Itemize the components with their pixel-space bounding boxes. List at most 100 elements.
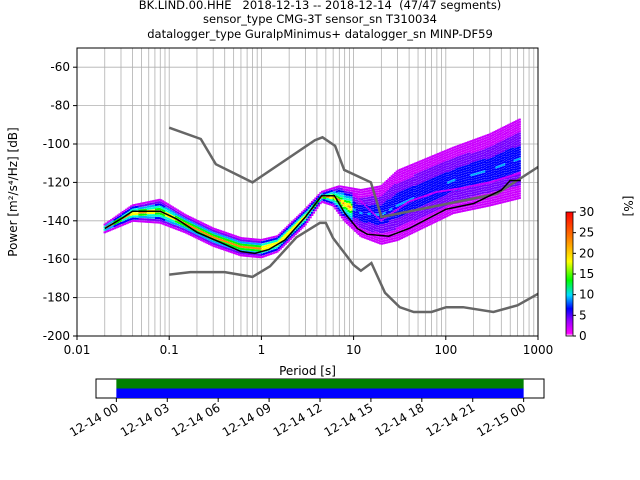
distribution-cell xyxy=(233,243,236,246)
distribution-cell xyxy=(387,220,390,223)
distribution-cell xyxy=(462,150,465,153)
distribution-cell xyxy=(481,168,485,171)
distribution-cell xyxy=(445,181,448,184)
distribution-cell xyxy=(495,202,498,205)
distribution-cell xyxy=(306,216,309,219)
distribution-cell xyxy=(264,252,267,255)
distribution-cell xyxy=(380,231,384,234)
distribution-cell xyxy=(463,165,467,168)
distribution-cell xyxy=(334,200,337,203)
distribution-cell xyxy=(360,195,364,198)
distribution-cell xyxy=(400,218,404,221)
distribution-cell xyxy=(169,207,173,210)
distribution-cell xyxy=(498,201,501,204)
distribution-cell xyxy=(443,157,447,160)
distribution-cell xyxy=(437,198,440,201)
distribution-cell xyxy=(452,146,455,149)
distribution-cell xyxy=(412,231,415,234)
distribution-cell xyxy=(415,182,418,185)
distribution-cell xyxy=(289,235,292,238)
distribution-cell xyxy=(237,236,241,239)
distribution-cell xyxy=(486,134,490,137)
distribution-cell xyxy=(400,181,404,184)
distribution-cell xyxy=(505,152,508,155)
distribution-cell xyxy=(485,168,488,171)
distribution-cell xyxy=(516,190,520,193)
distribution-cell xyxy=(130,209,133,212)
distribution-cell xyxy=(126,209,130,212)
distribution-cell xyxy=(138,207,141,210)
distribution-cell xyxy=(219,230,223,233)
timeline-bar xyxy=(116,379,524,389)
distribution-cell xyxy=(432,198,435,201)
distribution-cell xyxy=(455,161,458,164)
distribution-cell xyxy=(342,202,345,205)
distribution-cell xyxy=(485,205,488,208)
distribution-cell xyxy=(349,191,352,194)
distribution-cell xyxy=(432,159,435,162)
distribution-cell xyxy=(508,137,511,140)
distribution-cell xyxy=(221,248,224,251)
distribution-cell xyxy=(438,197,442,200)
distribution-cell xyxy=(503,191,506,194)
distribution-cell xyxy=(193,222,196,225)
distribution-cell xyxy=(458,187,462,190)
distribution-cell xyxy=(457,158,460,161)
distribution-cell xyxy=(438,172,442,175)
distribution-cell xyxy=(412,226,415,229)
distribution-cell xyxy=(287,239,291,242)
distribution-cell xyxy=(332,187,335,190)
distribution-cell xyxy=(236,242,239,245)
distribution-cell xyxy=(450,173,453,176)
distribution-cell xyxy=(473,191,477,194)
distribution-cell xyxy=(448,148,452,151)
distribution-cell xyxy=(515,140,518,143)
distribution-cell xyxy=(435,158,438,161)
distribution-cell xyxy=(237,247,241,250)
distribution-cell xyxy=(408,171,412,174)
distribution-cell xyxy=(413,207,417,210)
distribution-cell xyxy=(364,222,367,225)
distribution-cell xyxy=(506,175,510,178)
distribution-cell xyxy=(417,189,420,192)
distribution-cell xyxy=(447,214,450,217)
distribution-cell xyxy=(488,172,491,175)
distribution-cell xyxy=(500,157,503,160)
distribution-cell xyxy=(415,171,418,174)
distribution-cell xyxy=(402,185,405,188)
distribution-cell xyxy=(480,194,483,197)
distribution-cell xyxy=(455,190,458,193)
distribution-cell xyxy=(311,211,314,214)
distribution-cell xyxy=(332,196,335,199)
distribution-cell xyxy=(392,201,395,204)
distribution-cell xyxy=(208,238,211,241)
distribution-cell xyxy=(498,139,501,142)
distribution-cell xyxy=(259,241,262,244)
distribution-cell xyxy=(247,244,251,247)
distribution-cell xyxy=(452,149,455,152)
distribution-cell xyxy=(481,191,485,194)
distribution-cell xyxy=(377,185,380,188)
distribution-cell xyxy=(417,182,420,185)
distribution-cell xyxy=(410,220,413,223)
distribution-cell xyxy=(369,215,372,218)
distribution-cell xyxy=(483,149,487,152)
distribution-cell xyxy=(299,228,302,231)
distribution-cell xyxy=(480,187,483,190)
distribution-cell xyxy=(418,223,422,226)
distribution-cell xyxy=(443,161,447,164)
distribution-cell xyxy=(148,216,151,219)
distribution-cell xyxy=(370,216,374,219)
distribution-cell xyxy=(380,198,384,201)
distribution-cell xyxy=(236,244,239,247)
distribution-cell xyxy=(155,217,158,220)
distribution-cell xyxy=(146,203,150,206)
distribution-cell xyxy=(452,170,455,173)
distribution-cell xyxy=(118,225,121,228)
distribution-cell xyxy=(395,188,399,191)
distribution-cell xyxy=(500,183,503,186)
distribution-cell xyxy=(423,188,427,191)
distribution-cell xyxy=(455,202,458,205)
distribution-cell xyxy=(462,189,465,192)
distribution-cell xyxy=(508,162,511,165)
